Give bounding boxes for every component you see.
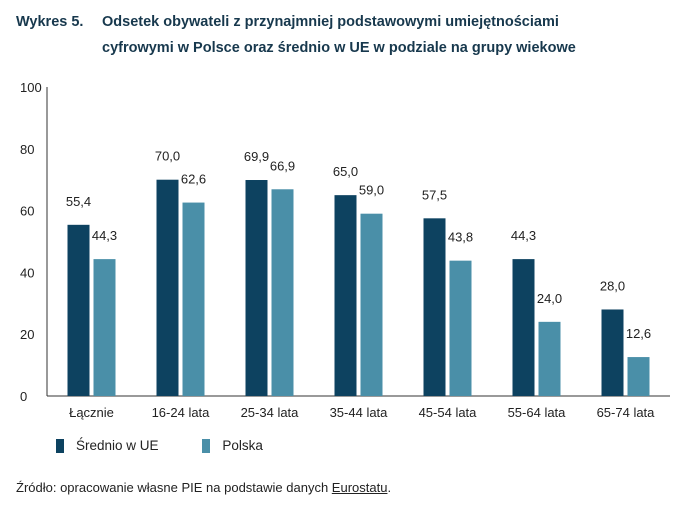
bar-eu [67,224,90,396]
bar-pl [449,260,472,396]
legend-label-eu: Średnio w UE [76,438,159,453]
bar-eu [245,180,268,396]
data-label-pl: 43,8 [448,230,473,245]
bar-chart: 0 20 40 60 80 100 Łącznie 55,4 44,3 16-24 lata 70,… [20,80,670,420]
bar-pl [271,189,294,396]
legend-swatch-eu [56,438,64,453]
data-label-eu: 65,0 [333,164,358,179]
legend: Średnio w UE Polska [56,438,303,456]
legend-item-pl: Polska [202,438,263,453]
title-line-1: Odsetek obywateli z przynajmniej podstaw… [102,14,559,30]
source-prefix: Źródło: opracowanie własne PIE na podsta… [16,480,332,495]
data-label-pl: 44,3 [92,228,117,243]
data-label-eu: 57,5 [422,187,447,202]
data-label-eu: 28,0 [600,278,625,293]
bar-pl [360,213,383,396]
data-label-eu: 69,9 [244,149,269,164]
y-tick-label: 40 [20,265,34,280]
bar-eu [512,259,535,396]
legend-label-pl: Polska [222,438,263,453]
source-note: Źródło: opracowanie własne PIE na podsta… [16,480,391,495]
x-tick-label: Łącznie [69,405,114,420]
bar-eu [156,179,179,396]
x-tick-label: 35-44 lata [330,405,389,420]
legend-item-eu: Średnio w UE [56,438,159,453]
y-tick-label: 60 [20,204,34,219]
title-line-2: cyfrowymi w Polsce oraz średnio w UE w p… [102,40,576,56]
data-label-pl: 12,6 [626,326,651,341]
data-label-pl: 59,0 [359,183,384,198]
y-tick-label: 0 [20,389,27,404]
data-label-eu: 55,4 [66,194,91,209]
x-tick-label: 25-34 lata [241,405,300,420]
data-label-eu: 70,0 [155,149,180,164]
y-tick-label: 100 [20,80,42,95]
y-tick-label: 80 [20,142,34,157]
x-tick-label: 16-24 lata [152,405,211,420]
data-label-pl: 66,9 [270,158,295,173]
bar-pl [182,202,205,396]
x-tick-label: 55-64 lata [508,405,567,420]
legend-swatch-pl [202,438,211,453]
data-label-pl: 24,0 [537,291,562,306]
source-suffix: . [387,480,392,495]
bar-pl [627,357,650,396]
bar-pl [93,259,116,396]
bar-eu [601,309,624,396]
chart-title: Wykres 5. Odsetek obywateli z przynajmnie… [16,9,676,61]
x-tick-label: 65-74 lata [597,405,656,420]
bar-eu [423,218,446,396]
y-tick-label: 20 [20,327,34,342]
bar-pl [538,321,561,396]
bar-eu [334,195,357,396]
source-link[interactable]: Eurostatu [331,480,388,495]
chart-number: Wykres 5. [16,14,84,30]
data-label-eu: 44,3 [511,228,536,243]
x-tick-label: 45-54 lata [419,405,478,420]
data-label-pl: 62,6 [181,172,206,187]
